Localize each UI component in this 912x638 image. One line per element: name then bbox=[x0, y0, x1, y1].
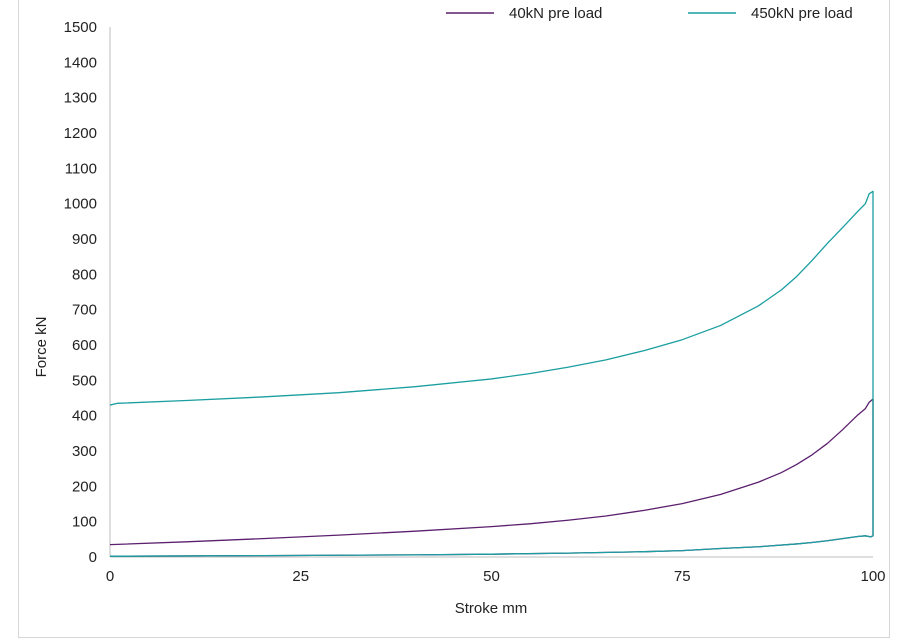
x-tick-label: 50 bbox=[483, 568, 500, 585]
y-tick-label: 500 bbox=[72, 372, 97, 389]
x-tick-label: 75 bbox=[674, 568, 691, 585]
y-tick-label: 1000 bbox=[64, 196, 97, 213]
legend-label: 40kN pre load bbox=[509, 5, 602, 22]
series-line-1 bbox=[109, 398, 874, 557]
y-axis-ticks: 0 100 200 300 400 500 600 700 800 900 1000 1100 1200… bbox=[64, 19, 97, 566]
force-stroke-chart: 40kN pre load 450kN pre load 0 100 200 300 40… bbox=[33, 5, 886, 617]
y-tick-label: 100 bbox=[72, 514, 97, 531]
x-tick-label: 100 bbox=[860, 568, 885, 585]
y-tick-label: 0 bbox=[89, 549, 97, 566]
x-tick-label: 0 bbox=[106, 568, 114, 585]
x-tick-label: 25 bbox=[292, 568, 309, 585]
y-tick-label: 600 bbox=[72, 337, 97, 354]
y-tick-label: 700 bbox=[72, 302, 97, 319]
y-tick-label: 200 bbox=[72, 478, 97, 495]
series-line-2 bbox=[109, 190, 874, 557]
legend-label: 450kN pre load bbox=[751, 5, 853, 22]
axes bbox=[109, 27, 873, 558]
y-tick-label: 400 bbox=[72, 408, 97, 425]
y-tick-label: 1400 bbox=[64, 54, 97, 71]
x-axis-ticks: 0 25 50 75 100 bbox=[106, 568, 886, 585]
x-axis-label: Stroke mm bbox=[455, 600, 528, 617]
y-tick-label: 1300 bbox=[64, 90, 97, 107]
y-tick-label: 800 bbox=[72, 266, 97, 283]
y-tick-label: 1200 bbox=[64, 125, 97, 142]
legend: 40kN pre load 450kN pre load bbox=[446, 5, 853, 22]
y-axis-label: Force kN bbox=[33, 317, 50, 378]
y-tick-label: 1500 bbox=[64, 19, 97, 36]
y-tick-label: 900 bbox=[72, 231, 97, 248]
y-tick-label: 300 bbox=[72, 443, 97, 460]
plot-area bbox=[109, 190, 874, 557]
y-tick-label: 1100 bbox=[65, 160, 97, 177]
